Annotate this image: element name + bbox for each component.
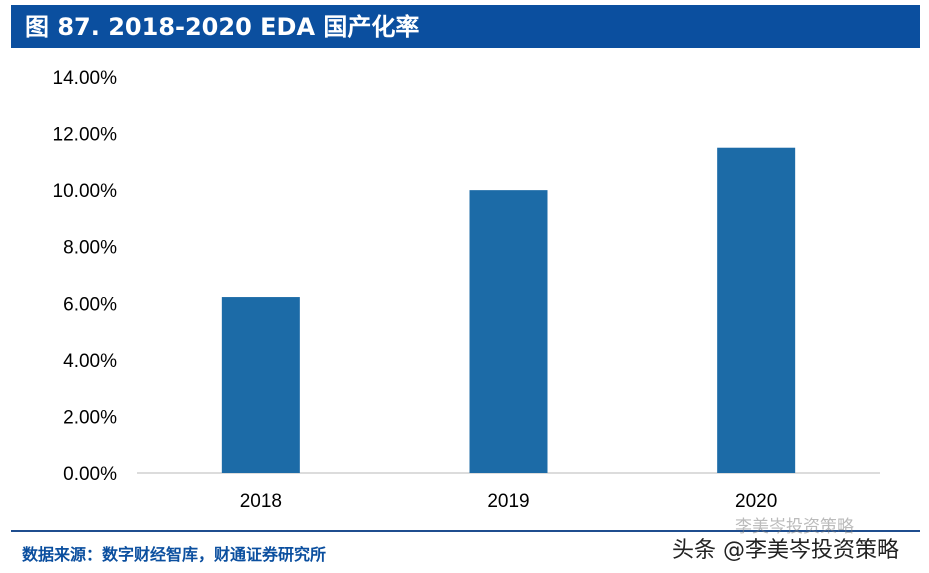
y-tick-label: 4.00% [63,351,117,372]
y-tick-label: 6.00% [63,294,117,315]
y-tick-label: 12.00% [53,125,118,146]
bar-chart: 0.00% 2.00% 4.00% 6.00% 8.00% 10.00% 12.00% 14.… [53,68,880,512]
y-tick-label: 8.00% [63,238,117,259]
chart-title: 图 87. 2018-2020 EDA 国产化率 [25,13,420,41]
y-tick-label: 2.00% [63,407,117,428]
watermark: 头条 @李美岑投资策略 [672,538,899,563]
watermark-faint: 李美岑投资策略 [735,517,854,537]
y-tick-label: 10.00% [53,181,118,202]
x-tick-label: 2018 [240,491,282,512]
bar-2019 [469,190,548,473]
bar-2018 [221,297,300,473]
y-tick-label: 14.00% [53,68,118,89]
x-tick-label: 2020 [735,491,777,512]
x-tick-label: 2019 [487,491,529,512]
source-note: 数据来源：数字财经智库，财通证券研究所 [22,545,327,564]
footer-divider [11,530,920,532]
title-bar: 图 87. 2018-2020 EDA 国产化率 [11,5,920,48]
y-tick-label: 0.00% [63,464,117,485]
bar-2020 [717,147,796,473]
